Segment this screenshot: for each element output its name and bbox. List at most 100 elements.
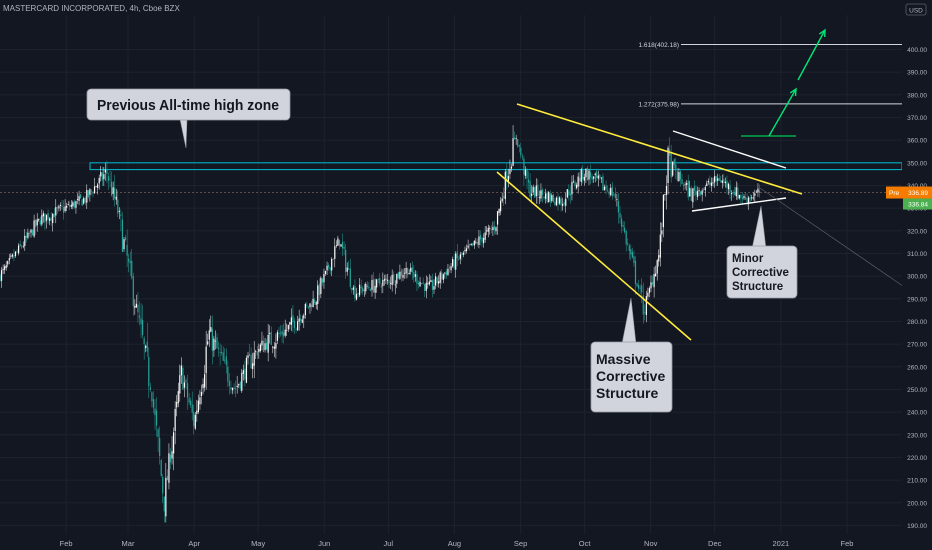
candle-body (371, 280, 373, 290)
candle-body (154, 408, 156, 416)
candle-body (87, 190, 89, 197)
candle-body (90, 190, 93, 192)
arrow-up-1-head (789, 87, 797, 97)
candle-body (89, 189, 91, 195)
candle-body (617, 201, 620, 213)
candle-body (520, 147, 522, 156)
candle-body (727, 183, 730, 190)
candle-body (417, 282, 420, 285)
candle-body (341, 241, 344, 249)
price-axis[interactable]: 190.00 200.00 210.00 220.00 230.00 240.00 250.… (886, 0, 932, 536)
candle-body (487, 227, 489, 232)
callouts: Previous All-time high zoneMassiveCorrec… (86, 88, 798, 413)
candle-body (231, 388, 234, 391)
candle-body (152, 399, 155, 408)
candle-body (262, 340, 265, 353)
candle-body (602, 176, 604, 191)
candle-body (624, 227, 626, 233)
last-price-label: Pre (889, 190, 900, 197)
candle-body (613, 194, 615, 196)
candle-body (84, 197, 86, 203)
candle-body (320, 277, 322, 295)
candle-body (675, 164, 677, 171)
candle-body (286, 329, 288, 331)
candle-body (359, 284, 361, 296)
candle-body (106, 170, 108, 174)
candle-body (586, 168, 589, 181)
candle-body (329, 267, 331, 270)
candle-body (287, 324, 289, 330)
candle-body (569, 193, 571, 196)
price-axis-bg (902, 0, 932, 536)
candle-body (193, 411, 195, 427)
massive-callout-box (590, 341, 673, 413)
candle-body (213, 338, 215, 351)
candle-body (258, 348, 260, 353)
candle-body (438, 281, 440, 284)
candle-body (450, 266, 452, 271)
candle-body (667, 147, 669, 183)
symbol-header: MASTERCARD INCORPORATED, 4h, Cboe BZX (3, 4, 180, 13)
candle-body (255, 351, 257, 352)
candle-body (709, 182, 711, 185)
candle-body (239, 382, 241, 389)
candle-body (186, 383, 189, 398)
candle-body (315, 302, 317, 305)
candle-body (665, 185, 668, 195)
candle-body (545, 193, 547, 199)
candle-body (622, 225, 624, 227)
candle-body (751, 197, 753, 199)
candle-body (114, 187, 116, 199)
candle-body (413, 271, 415, 278)
time-tick-label: Feb (841, 539, 854, 548)
candle-body (362, 287, 364, 292)
candle-body (422, 282, 424, 284)
candle-body (757, 188, 759, 193)
candle-body (109, 179, 111, 181)
candle-body (244, 368, 246, 380)
candle-body (331, 258, 333, 271)
candle-body (676, 171, 678, 181)
candle-body (639, 287, 641, 289)
candle-body (30, 229, 32, 233)
candle-body (434, 276, 437, 286)
candle-body (11, 254, 13, 257)
candle-body (92, 192, 94, 194)
candle-body (467, 245, 469, 248)
candle-body (431, 280, 434, 290)
candle-body (472, 243, 474, 246)
candle-body (554, 201, 556, 205)
candle-body (517, 139, 519, 147)
candle-body (49, 218, 51, 221)
time-tick-label: Apr (188, 539, 200, 548)
time-tick-label: Nov (644, 539, 658, 548)
candle-body (335, 245, 337, 247)
candle-body (228, 381, 230, 386)
candle-body (478, 236, 480, 246)
candle-body (546, 192, 548, 203)
candle-body (744, 197, 747, 200)
candle-body (126, 244, 128, 256)
candle-body (706, 183, 708, 186)
candle-body (146, 341, 148, 352)
candle-body (252, 363, 254, 370)
time-axis[interactable]: Feb Mar Apr May Jun Jul Aug Sep Oct Nov Dec 2021 Feb (0, 536, 932, 550)
candle-body (59, 205, 62, 206)
candle-body (712, 182, 714, 184)
candle-body (692, 188, 694, 203)
candle-body (614, 193, 616, 199)
candle-body (721, 180, 723, 183)
candle-body (749, 197, 751, 199)
candle-body (41, 215, 43, 225)
candle-body (684, 184, 686, 186)
candle-body (396, 273, 398, 284)
candle-body (673, 159, 675, 165)
candle-body (585, 168, 587, 178)
candle-body (633, 256, 635, 264)
candle-body (558, 197, 561, 204)
candle-body (346, 267, 348, 272)
candle-body (611, 186, 613, 197)
candle-body (180, 365, 182, 376)
candle-body (103, 174, 105, 180)
